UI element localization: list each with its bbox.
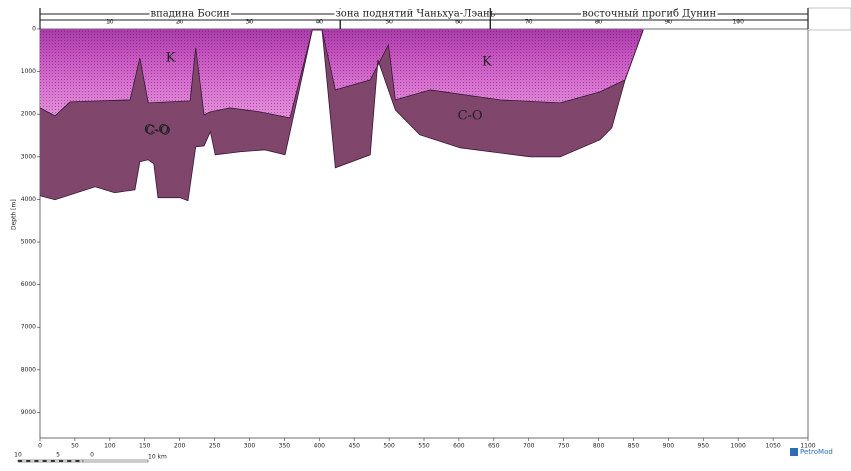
top-tick-label: 80	[595, 19, 603, 26]
scale-bar-seg	[67, 460, 71, 462]
scale-bar-seg	[18, 460, 22, 462]
scale-label: 10	[14, 452, 22, 459]
x-tick-label: 300	[244, 443, 256, 450]
scale-bar	[83, 460, 148, 462]
x-tick-label: 350	[279, 443, 291, 450]
y-tick-label: 4000	[21, 196, 36, 203]
y-tick-label: 3000	[21, 153, 36, 160]
x-tick-label: 200	[174, 443, 186, 450]
top-tick-label: 70	[525, 19, 533, 26]
layer-label: C-O	[458, 108, 483, 123]
x-tick-label: 900	[663, 443, 675, 450]
logo: PetroMod	[800, 448, 833, 456]
x-tick-label: 150	[139, 443, 151, 450]
x-tick-label: 0	[38, 443, 42, 450]
x-tick-label: 1000	[731, 443, 746, 450]
scale-bar-seg	[51, 460, 55, 462]
y-axis-label: Depth [m]	[11, 199, 18, 230]
x-tick-label: 400	[314, 443, 326, 450]
scale-unit: 10 km	[148, 454, 167, 461]
x-tick-label: 1050	[765, 443, 780, 450]
x-tick-label: 550	[418, 443, 430, 450]
x-tick-label: 600	[453, 443, 465, 450]
y-tick-label: 5000	[21, 239, 36, 246]
x-tick-label: 700	[523, 443, 535, 450]
region-label: зона поднятий Чаньхуа-Лэань	[335, 9, 495, 20]
top-tick-label: 40	[315, 19, 323, 26]
y-tick-label: 0	[32, 26, 36, 33]
x-tick-label: 750	[558, 443, 570, 450]
x-tick-label: 250	[209, 443, 221, 450]
scale-bar-seg	[26, 460, 30, 462]
top-tick-label: 10	[106, 19, 114, 26]
scale-label: 5	[56, 452, 60, 459]
x-tick-label: 450	[348, 443, 360, 450]
x-tick-label: 800	[593, 443, 605, 450]
x-tick-label: 500	[383, 443, 395, 450]
layer-label: K	[166, 50, 176, 65]
y-tick-label: 1000	[21, 68, 36, 75]
x-tick-label: 650	[488, 443, 500, 450]
x-tick-label: 950	[698, 443, 710, 450]
y-tick-label: 6000	[21, 281, 36, 288]
y-tick-label: 9000	[21, 409, 36, 416]
y-tick-label: 2000	[21, 111, 36, 118]
scale-label: 0	[90, 452, 94, 459]
y-tick-label: 7000	[21, 324, 36, 331]
layer-label: K	[482, 55, 492, 70]
layer-label: C-O	[144, 122, 169, 137]
scale-bar-seg	[34, 460, 38, 462]
corner-box	[808, 8, 851, 30]
chart: 10 km Depth [m] KKC-OC-OC-O0501001502002…	[0, 0, 851, 471]
scale-bar-seg	[59, 460, 63, 462]
scale-bar-seg	[43, 460, 47, 462]
top-tick-label: 30	[246, 19, 254, 26]
scale-bar-seg	[75, 460, 79, 462]
logo-icon	[790, 448, 798, 456]
top-tick-label: 50	[385, 19, 393, 26]
top-tick-label: 20	[176, 19, 184, 26]
region-label: восточный прогиб Дунин	[582, 9, 716, 20]
y-tick-label: 8000	[21, 366, 36, 373]
top-tick-label: 100	[732, 19, 744, 26]
top-tick-label: 60	[455, 19, 463, 26]
top-tick-label: 90	[665, 19, 673, 26]
x-tick-label: 50	[71, 443, 79, 450]
x-tick-label: 100	[104, 443, 116, 450]
x-tick-label: 850	[628, 443, 640, 450]
region-label: впадина Босин	[151, 9, 231, 20]
